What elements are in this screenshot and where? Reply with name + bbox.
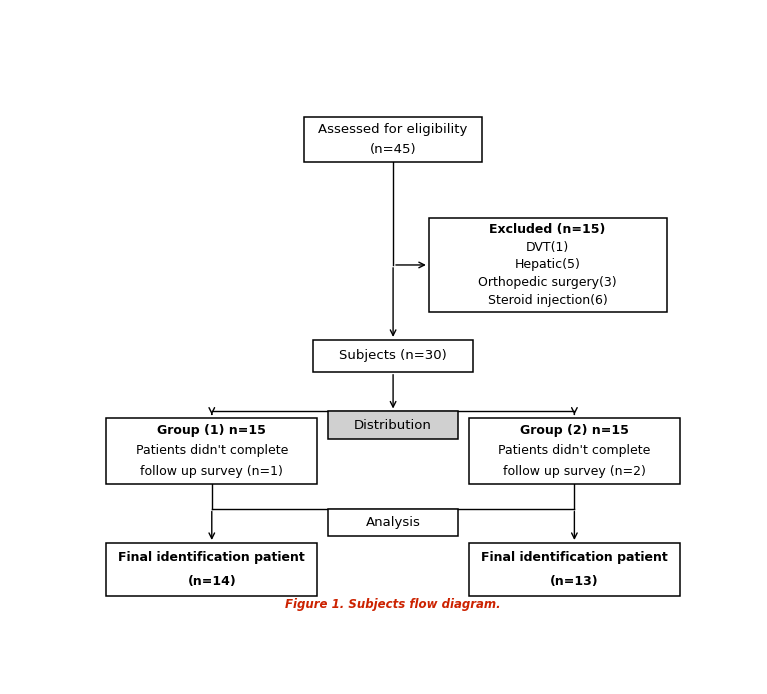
- Text: Subjects (n=30): Subjects (n=30): [339, 349, 447, 362]
- Text: Analysis: Analysis: [366, 516, 420, 529]
- Text: Patients didn't complete: Patients didn't complete: [499, 444, 650, 457]
- Text: Figure 1. Subjects flow diagram.: Figure 1. Subjects flow diagram.: [285, 598, 501, 611]
- Text: Final identification patient: Final identification patient: [481, 552, 668, 564]
- Text: Orthopedic surgery(3): Orthopedic surgery(3): [479, 276, 617, 289]
- Text: follow up survey (n=2): follow up survey (n=2): [503, 465, 646, 477]
- Text: (n=14): (n=14): [187, 575, 236, 588]
- Text: Hepatic(5): Hepatic(5): [515, 258, 581, 271]
- Text: (n=13): (n=13): [550, 575, 599, 588]
- Text: Assessed for eligibility: Assessed for eligibility: [318, 123, 468, 136]
- Text: follow up survey (n=1): follow up survey (n=1): [140, 465, 283, 477]
- Bar: [328, 412, 459, 439]
- Text: DVT(1): DVT(1): [526, 241, 569, 254]
- Text: Group (1) n=15: Group (1) n=15: [157, 424, 266, 437]
- Bar: [429, 218, 667, 312]
- Text: (n=45): (n=45): [370, 143, 416, 155]
- Text: Final identification patient: Final identification patient: [118, 552, 305, 564]
- Bar: [469, 418, 680, 484]
- Bar: [304, 117, 482, 162]
- Bar: [469, 543, 680, 596]
- Text: Steroid injection(6): Steroid injection(6): [488, 294, 607, 307]
- Bar: [328, 509, 459, 536]
- Bar: [107, 543, 318, 596]
- Text: Group (2) n=15: Group (2) n=15: [520, 424, 629, 437]
- Bar: [107, 418, 318, 484]
- Text: Patients didn't complete: Patients didn't complete: [136, 444, 288, 457]
- Text: Excluded (n=15): Excluded (n=15): [489, 223, 606, 236]
- Text: Distribution: Distribution: [354, 418, 432, 432]
- Bar: [313, 340, 473, 372]
